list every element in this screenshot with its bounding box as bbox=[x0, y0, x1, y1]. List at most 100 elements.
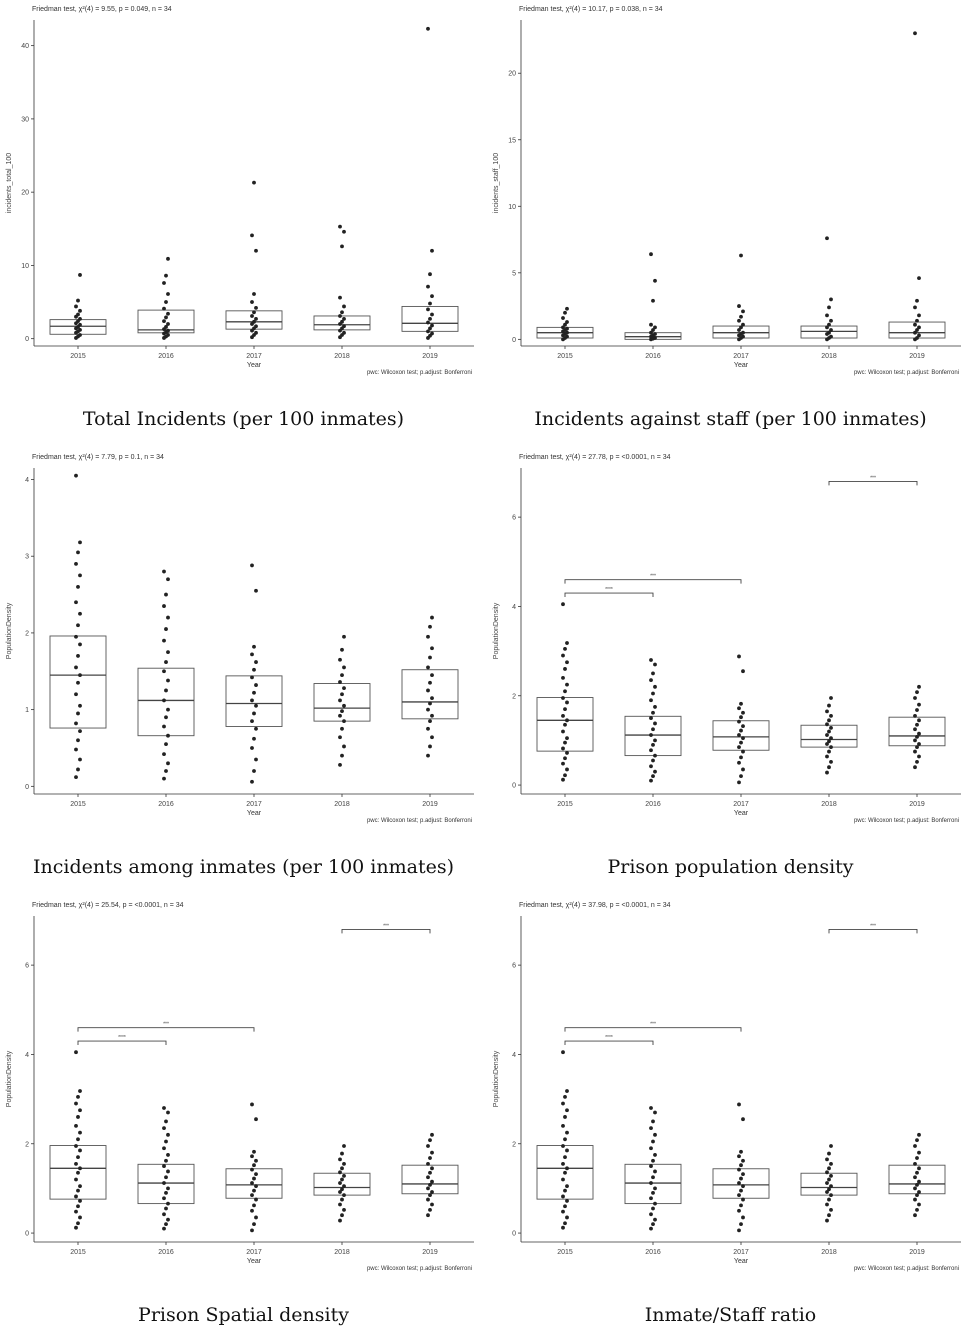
data-point bbox=[829, 1207, 833, 1212]
data-point bbox=[741, 1158, 745, 1163]
data-point bbox=[342, 686, 346, 691]
data-point bbox=[428, 1207, 432, 1212]
data-point bbox=[915, 328, 919, 332]
data-point bbox=[827, 718, 831, 723]
data-point bbox=[250, 675, 254, 680]
data-point bbox=[741, 736, 745, 741]
x-tick-label: 2019 bbox=[422, 801, 438, 808]
data-point bbox=[164, 627, 168, 631]
data-point bbox=[254, 683, 258, 687]
data-point bbox=[565, 736, 569, 741]
significance-bracket bbox=[341, 928, 431, 934]
data-point bbox=[737, 719, 741, 724]
data-point bbox=[561, 1123, 565, 1128]
data-point bbox=[653, 1186, 657, 1191]
data-point bbox=[649, 322, 653, 327]
data-point bbox=[827, 749, 831, 754]
data-point bbox=[74, 1194, 78, 1199]
data-point bbox=[76, 1094, 80, 1099]
data-point bbox=[825, 325, 829, 330]
data-point bbox=[913, 727, 917, 732]
data-point bbox=[741, 1197, 745, 1202]
x-tick-label: 2017 bbox=[246, 1249, 262, 1256]
data-point bbox=[829, 328, 833, 332]
data-point bbox=[915, 1170, 919, 1175]
x-tick-label: 2016 bbox=[158, 801, 174, 808]
x-tick-label: 2017 bbox=[733, 801, 749, 808]
data-point bbox=[563, 1188, 567, 1193]
data-point bbox=[649, 678, 653, 683]
data-point bbox=[254, 1172, 258, 1177]
data-point bbox=[653, 769, 657, 774]
data-point bbox=[74, 665, 78, 670]
box-2017 bbox=[225, 1168, 283, 1199]
data-point bbox=[430, 1179, 434, 1184]
significance-label: *** bbox=[650, 574, 656, 580]
data-point bbox=[739, 715, 743, 720]
data-point bbox=[342, 330, 346, 335]
data-point bbox=[76, 550, 80, 555]
boxplot-chart: Friedman test, χ²(4) = 37.98, p = <0.000… bbox=[493, 902, 961, 1272]
data-point bbox=[915, 318, 919, 323]
chart-panel: Friedman test, χ²(4) = 37.98, p = <0.000… bbox=[487, 896, 974, 1334]
data-point bbox=[252, 319, 256, 324]
chart-panel: Friedman test, χ²(4) = 27.78, p = <0.000… bbox=[487, 448, 974, 886]
data-point bbox=[915, 745, 919, 750]
x-axis-label: Year bbox=[247, 362, 262, 369]
x-tick-label: 2015 bbox=[70, 1249, 86, 1256]
data-point bbox=[737, 304, 741, 308]
data-point bbox=[915, 1207, 919, 1212]
data-point bbox=[651, 671, 655, 676]
data-point bbox=[252, 1149, 256, 1154]
box-2019 bbox=[401, 1164, 459, 1195]
data-point bbox=[342, 1144, 346, 1148]
y-axis-label: incidents_total_100 bbox=[6, 153, 13, 213]
x-tick-label: 2016 bbox=[158, 1249, 174, 1256]
data-point bbox=[254, 703, 258, 708]
box-2015 bbox=[536, 697, 594, 752]
data-point bbox=[252, 1203, 256, 1208]
data-point bbox=[913, 1186, 917, 1191]
data-point bbox=[76, 584, 80, 589]
x-tick-label: 2019 bbox=[909, 801, 925, 808]
data-point bbox=[917, 754, 921, 759]
data-point bbox=[653, 1153, 657, 1157]
y-tick-label: 10 bbox=[21, 263, 29, 270]
data-point bbox=[340, 1197, 344, 1202]
data-point bbox=[739, 740, 743, 745]
data-point bbox=[166, 328, 170, 333]
data-point bbox=[565, 1089, 569, 1093]
data-point bbox=[430, 615, 434, 620]
y-tick-label: 5 bbox=[512, 270, 516, 277]
data-point bbox=[74, 1161, 78, 1166]
data-point bbox=[426, 1144, 430, 1148]
data-point bbox=[74, 473, 78, 478]
data-point bbox=[166, 256, 170, 261]
data-point bbox=[78, 1130, 82, 1135]
data-point bbox=[653, 721, 657, 726]
data-point bbox=[653, 738, 657, 743]
data-point bbox=[76, 1155, 80, 1160]
data-point bbox=[741, 669, 745, 674]
data-point bbox=[254, 726, 258, 731]
data-point bbox=[342, 1161, 346, 1166]
x-tick-label: 2015 bbox=[557, 1249, 573, 1256]
data-point bbox=[913, 713, 917, 718]
data-point bbox=[913, 322, 917, 327]
data-point bbox=[164, 1206, 168, 1211]
y-tick-label: 0 bbox=[512, 783, 516, 790]
data-point bbox=[78, 1199, 82, 1203]
data-point bbox=[338, 680, 342, 684]
data-point bbox=[737, 745, 741, 750]
data-point bbox=[426, 284, 430, 289]
y-axis-label: PopulationDensity bbox=[6, 1050, 13, 1107]
data-point bbox=[250, 719, 254, 724]
data-point bbox=[428, 701, 432, 706]
data-point bbox=[565, 1130, 569, 1135]
data-point bbox=[561, 602, 565, 607]
data-point bbox=[737, 1208, 741, 1213]
data-point bbox=[651, 742, 655, 747]
data-point bbox=[649, 252, 653, 257]
x-tick-label: 2015 bbox=[557, 801, 573, 808]
data-point bbox=[651, 1190, 655, 1195]
